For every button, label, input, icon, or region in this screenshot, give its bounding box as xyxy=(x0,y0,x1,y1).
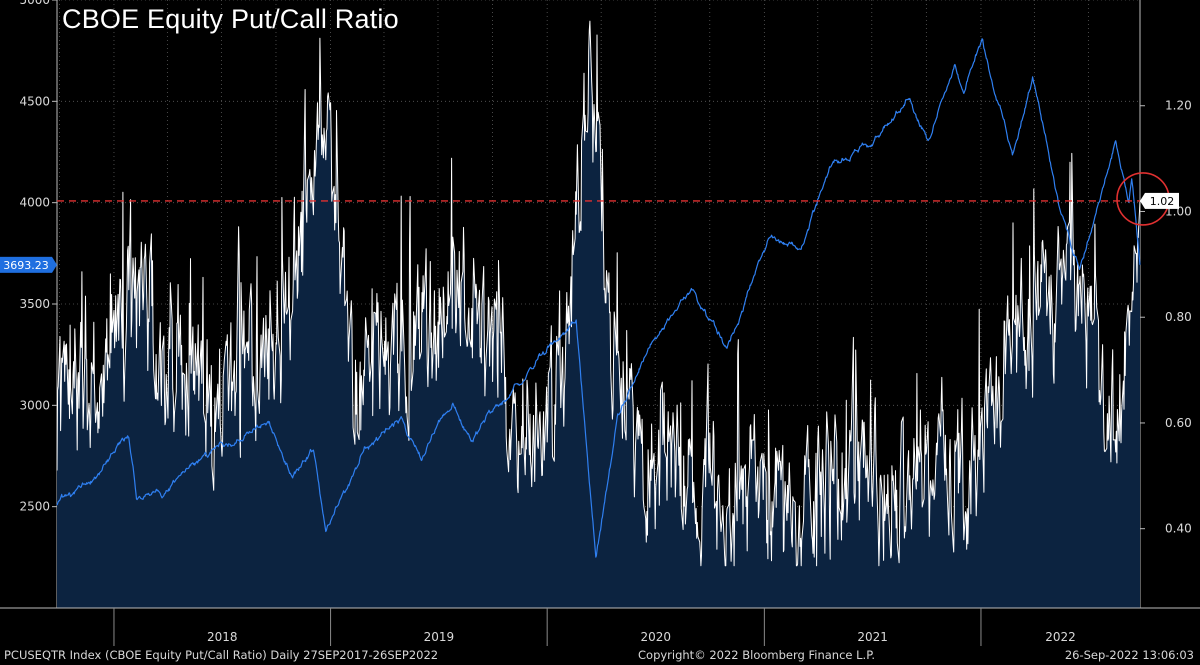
x-tick-label: 2018 xyxy=(207,630,238,644)
chart-title: CBOE Equity Put/Call Ratio xyxy=(62,4,399,34)
put-call-ratio-area xyxy=(57,21,1140,609)
left-tick-label: 4500 xyxy=(19,94,50,108)
index-value-tag-pointer xyxy=(52,256,57,273)
left-tick-label: 3500 xyxy=(19,297,50,311)
put-call-ratio-series xyxy=(56,20,1141,567)
chart-footer: PCUSEQTR Index (CBOE Equity Put/Call Rat… xyxy=(0,646,1200,665)
left-tick-label: 3000 xyxy=(19,398,50,412)
right-tick-label: 0.40 xyxy=(1165,522,1192,536)
index-line xyxy=(56,38,1141,558)
put-call-ratio-fill xyxy=(57,21,1140,609)
footer-timestamp: 26-Sep-2022 13:06:03 xyxy=(1064,648,1194,662)
ratio-value-tag-label: 1.02 xyxy=(1150,195,1175,208)
left-tick-label: 5000 xyxy=(19,0,50,7)
footer-copyright: Copyright© 2022 Bloomberg Finance L.P. xyxy=(638,648,875,662)
index-value-tag-label: 3693.23 xyxy=(3,259,49,272)
left-tick-label: 2500 xyxy=(19,500,50,514)
x-tick-label: 2019 xyxy=(424,630,455,644)
put-call-ratio-line xyxy=(56,20,1141,567)
x-tick-label: 2021 xyxy=(857,630,888,644)
x-tick-label: 2022 xyxy=(1045,630,1076,644)
footer-ticker: PCUSEQTR Index (CBOE Equity Put/Call Rat… xyxy=(4,648,439,662)
index-series xyxy=(56,38,1141,558)
right-tick-label: 0.80 xyxy=(1165,310,1192,324)
index-value-tag xyxy=(0,256,52,273)
left-tick-label: 4000 xyxy=(19,196,50,210)
x-axis: 2018 2019 2020 2021 2022 xyxy=(0,607,1200,646)
ratio-value-tag-pointer xyxy=(1140,192,1145,209)
right-tick-label: 1.20 xyxy=(1165,99,1192,113)
value-tags: 3693.23 1.02 xyxy=(0,192,1179,273)
x-tick-label: 2020 xyxy=(640,630,671,644)
left-axis: 2500 3000 3500 4000 4500 5000 xyxy=(19,0,58,608)
ratio-value-tag xyxy=(1145,192,1179,209)
right-tick-label: 0.60 xyxy=(1165,416,1192,430)
